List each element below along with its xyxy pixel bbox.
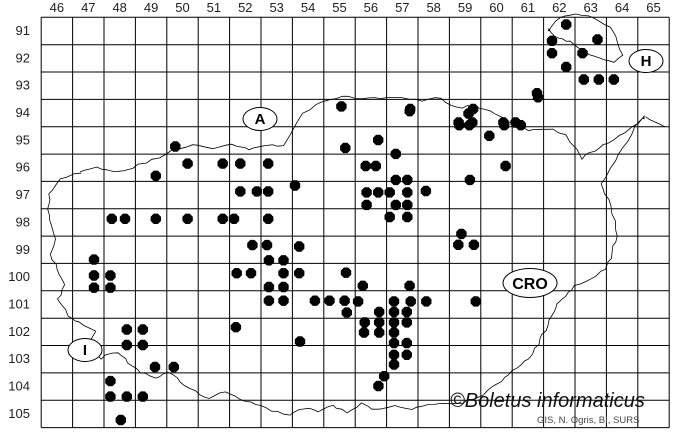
svg-text:58: 58 [426,0,440,15]
svg-text:57: 57 [395,0,409,15]
svg-text:104: 104 [8,379,30,394]
svg-text:©Boletus informaticus: ©Boletus informaticus [450,390,645,412]
svg-text:GIS, N. Ogris, BI, SURS: GIS, N. Ogris, BI, SURS [537,415,639,426]
svg-text:54: 54 [301,0,315,15]
svg-text:61: 61 [521,0,535,15]
svg-text:52: 52 [238,0,252,15]
svg-text:56: 56 [364,0,378,15]
svg-text:102: 102 [8,324,30,339]
svg-text:51: 51 [207,0,221,15]
svg-text:62: 62 [552,0,566,15]
svg-text:47: 47 [81,0,95,15]
svg-text:I: I [83,342,87,359]
svg-text:105: 105 [8,406,30,421]
svg-text:96: 96 [16,160,30,175]
svg-text:91: 91 [16,23,30,38]
svg-text:46: 46 [50,0,64,15]
svg-text:A: A [255,111,266,128]
svg-text:101: 101 [8,297,30,312]
svg-text:103: 103 [8,351,30,366]
svg-text:55: 55 [332,0,346,15]
svg-text:60: 60 [489,0,503,15]
svg-text:49: 49 [144,0,158,15]
svg-text:98: 98 [16,214,30,229]
svg-text:63: 63 [583,0,597,15]
svg-text:48: 48 [112,0,126,15]
svg-text:64: 64 [615,0,629,15]
svg-text:97: 97 [16,187,30,202]
svg-text:95: 95 [16,132,30,147]
svg-text:59: 59 [458,0,472,15]
svg-text:94: 94 [16,105,30,120]
svg-text:92: 92 [16,50,30,65]
svg-text:65: 65 [646,0,660,15]
svg-text:100: 100 [8,269,30,284]
svg-text:93: 93 [16,78,30,93]
svg-text:50: 50 [175,0,189,15]
svg-text:CRO: CRO [512,276,548,293]
svg-text:99: 99 [16,242,30,257]
svg-text:53: 53 [269,0,283,15]
svg-text:H: H [641,53,652,70]
